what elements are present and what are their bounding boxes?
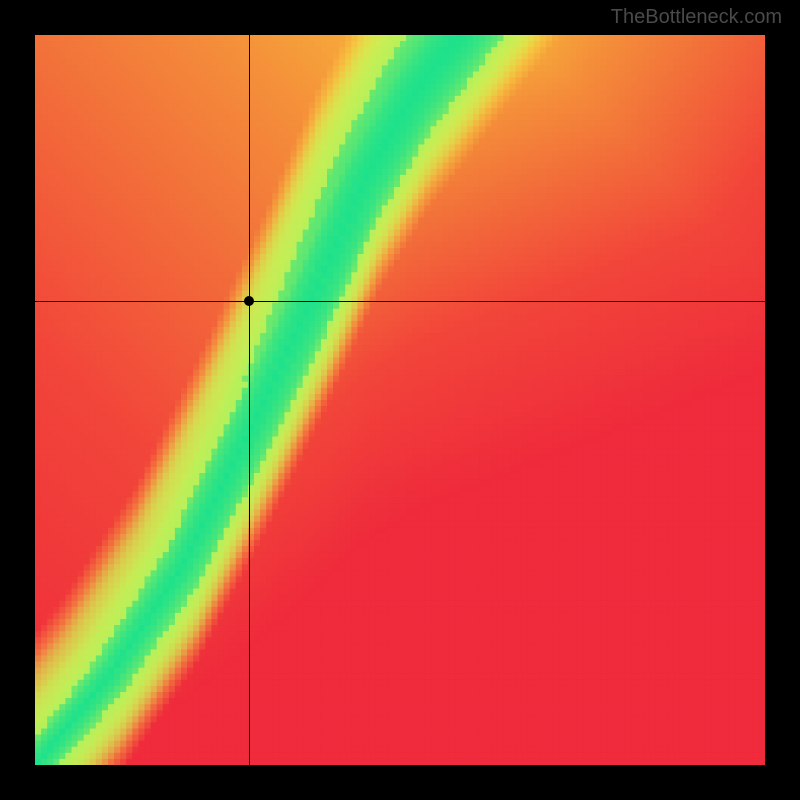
crosshair-horizontal	[35, 301, 765, 302]
crosshair-vertical	[249, 35, 250, 765]
heatmap-canvas	[35, 35, 765, 765]
watermark-text: TheBottleneck.com	[611, 6, 782, 29]
marker-dot	[244, 296, 254, 306]
plot-area	[35, 35, 765, 765]
chart-container: TheBottleneck.com	[0, 0, 800, 800]
